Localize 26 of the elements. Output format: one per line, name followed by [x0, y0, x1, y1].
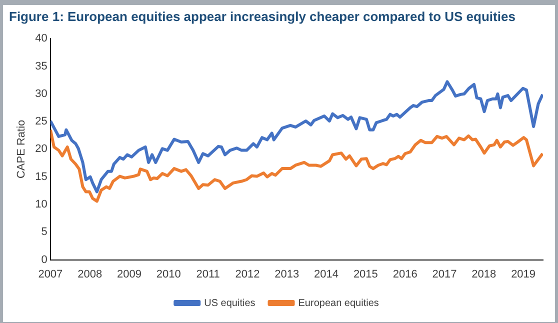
x-tick-label: 2016	[392, 268, 418, 280]
x-tick-label: 2015	[353, 268, 378, 280]
y-tick-label: 0	[41, 254, 48, 266]
y-tick-label: 30	[35, 88, 48, 100]
x-tick-label: 2019	[511, 268, 536, 280]
x-tick-label: 2017	[432, 268, 457, 280]
y-axis-title: CAPE Ratio	[16, 120, 28, 179]
y-tick-label: 25	[35, 116, 48, 128]
x-tick-label: 2013	[274, 268, 300, 280]
y-tick-label: 15	[35, 170, 48, 183]
y-tick-label: 35	[35, 60, 48, 72]
y-tick-label: 40	[35, 32, 48, 45]
x-tick-label: 2010	[156, 268, 181, 280]
x-tick-label: 2014	[314, 268, 339, 280]
y-tick-label: 5	[41, 226, 48, 238]
x-tick-label: 2018	[472, 268, 496, 280]
x-tick-label: 2007	[38, 268, 63, 280]
legend-label: US equities	[204, 298, 256, 309]
x-tick-label: 2011	[196, 268, 220, 280]
legend-label: European equities	[298, 298, 379, 309]
x-tick-label: 2012	[235, 268, 260, 280]
chart-title: Figure 1: European equities appear increasingly cheaper compared to US equities	[9, 9, 516, 24]
y-tick-label: 20	[35, 143, 48, 156]
y-tick-label: 10	[35, 198, 48, 211]
x-tick-label: 2008	[78, 268, 102, 280]
x-tick-label: 2009	[117, 268, 142, 280]
